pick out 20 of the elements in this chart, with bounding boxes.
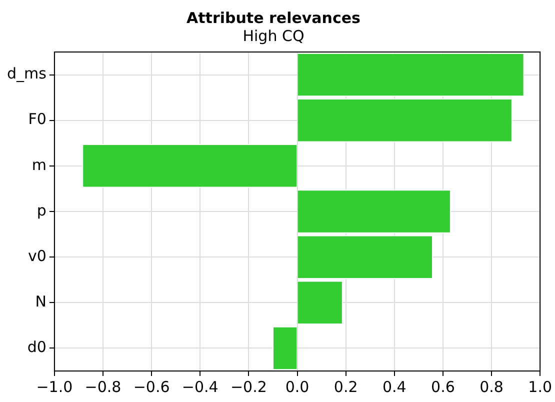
x-tick-label: 0.8 (480, 378, 504, 396)
chart-title: Attribute relevances (186, 8, 361, 27)
x-tick-label: 0.2 (334, 378, 358, 396)
x-tick-label: 1.0 (528, 378, 552, 396)
y-tick-label: d_ms (6, 64, 47, 83)
y-tick-label: F0 (28, 110, 46, 128)
y-tick-label: d0 (27, 338, 46, 356)
x-tick-label: −0.4 (182, 378, 218, 396)
x-tick-label: −1.0 (36, 378, 73, 396)
y-tick-label: N (35, 292, 46, 311)
x-tick-label: −0.6 (133, 378, 170, 396)
y-tick-label: p (36, 201, 46, 220)
x-tick-label: 0.0 (285, 378, 310, 396)
chart-subtitle: High CQ (242, 26, 304, 45)
x-tick-label: 0.6 (431, 378, 455, 396)
x-tick-label: −0.8 (84, 378, 122, 396)
x-tick-label: 0.4 (382, 378, 406, 396)
x-tick-label: −0.2 (230, 378, 267, 396)
y-tick-label: v0 (28, 246, 46, 265)
y-tick-label: m (32, 156, 46, 174)
